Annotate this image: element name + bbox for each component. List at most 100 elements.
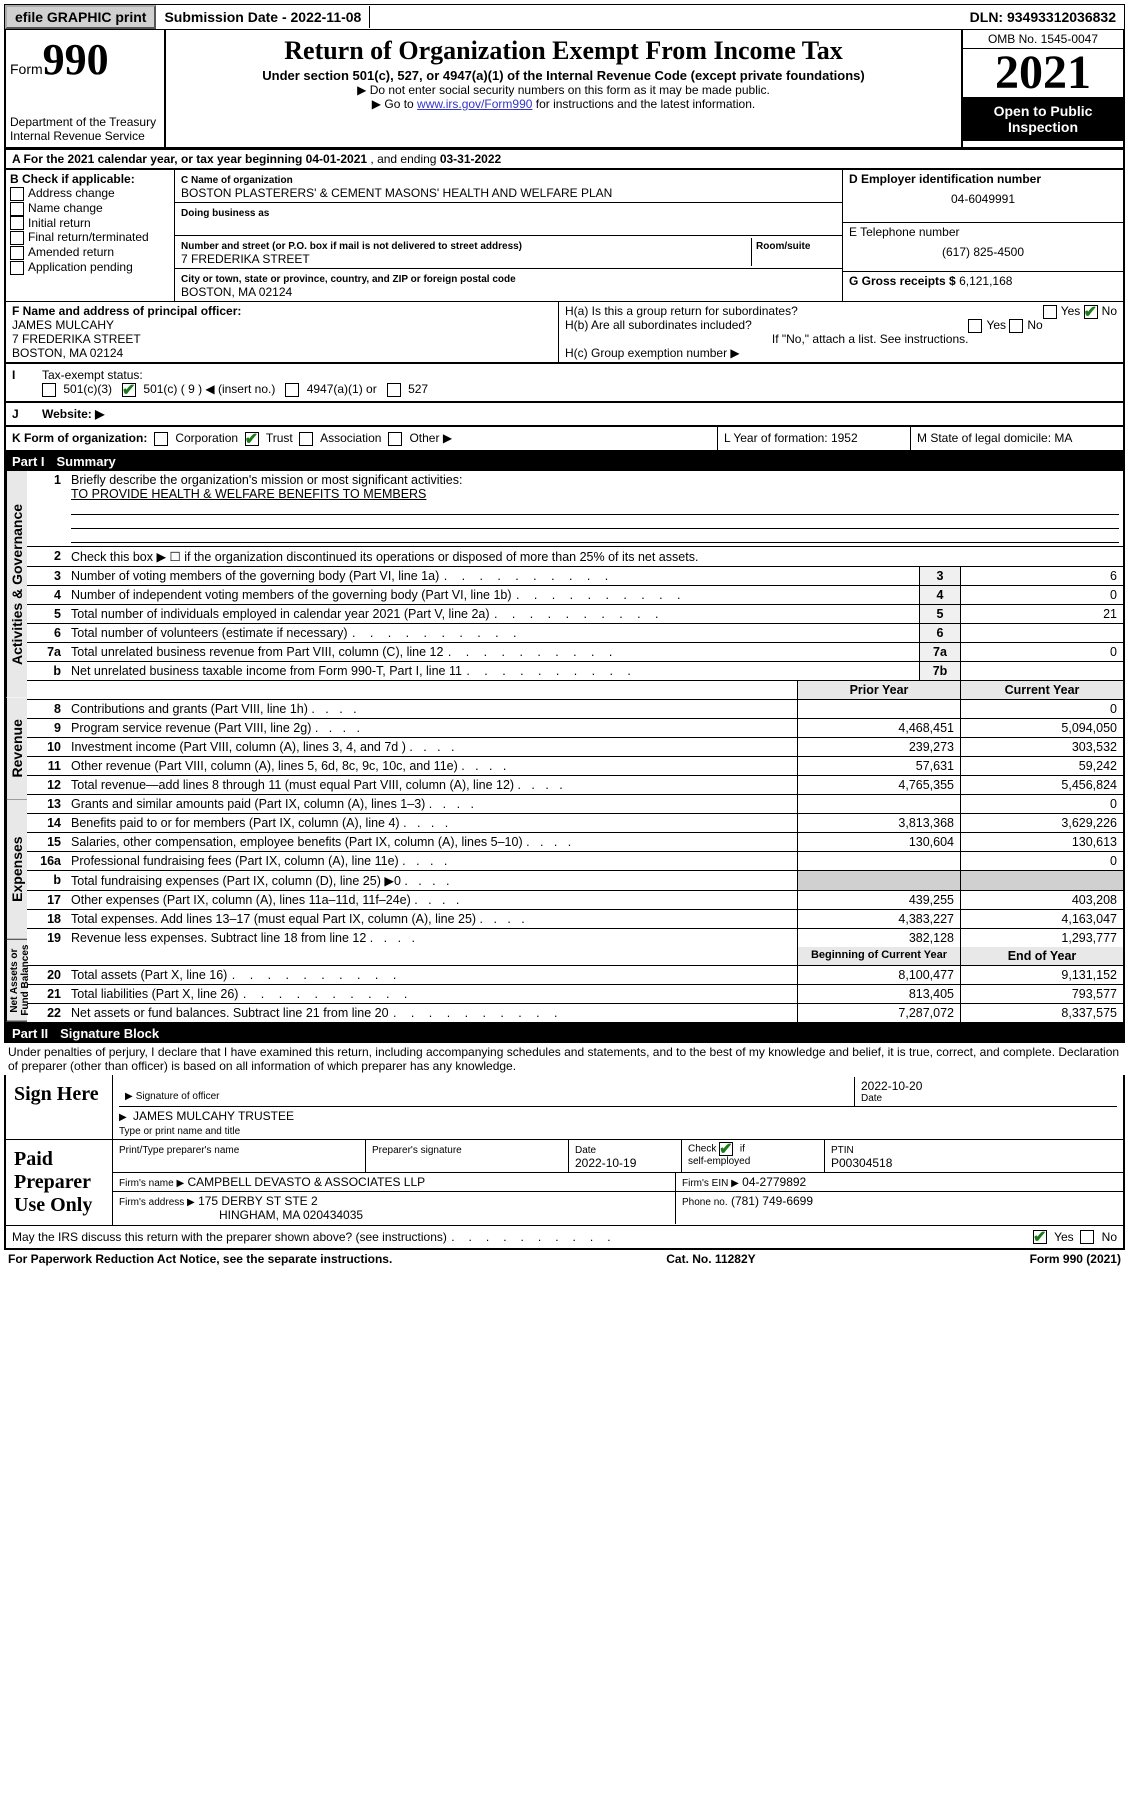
l20-beg: 8,100,477 [797, 966, 960, 984]
box-b-hdr: B Check if applicable: [10, 172, 135, 186]
l1-num: 1 [27, 471, 67, 546]
i-chk-3[interactable] [387, 383, 401, 397]
chk-initial[interactable] [10, 216, 24, 230]
l10-num: 10 [27, 738, 67, 756]
f-addr1: 7 FREDERIKA STREET [12, 332, 141, 346]
chk-address[interactable] [10, 187, 24, 201]
l21-text: Total liabilities (Part X, line 26) [67, 985, 797, 1003]
l16a-num: 16a [27, 852, 67, 870]
l20-end: 9,131,152 [960, 966, 1123, 984]
l3-text: Number of voting members of the governin… [67, 567, 919, 585]
row-a-tax-year: A For the 2021 calendar year, or tax yea… [4, 149, 1125, 170]
pp-sig-lbl: Preparer's signature [372, 1145, 462, 1156]
l15-prior: 130,604 [797, 833, 960, 851]
irs-lbl: Internal Revenue Service [10, 129, 160, 143]
firm-addr1: 175 DERBY ST STE 2 [198, 1194, 318, 1208]
f-name: JAMES MULCAHY [12, 318, 114, 332]
chk-name[interactable] [10, 202, 24, 216]
l12-cur: 5,456,824 [960, 776, 1123, 794]
l7a-val: 0 [960, 643, 1123, 661]
row-a-mid: , and ending [370, 152, 439, 166]
l15-num: 15 [27, 833, 67, 851]
firm-addr-lbl: Firm's address ▶ [119, 1197, 195, 1208]
l7a-text: Total unrelated business revenue from Pa… [67, 643, 919, 661]
discuss-no-chk[interactable] [1080, 1230, 1094, 1244]
l10-text: Investment income (Part VIII, column (A)… [67, 738, 797, 756]
l18-num: 18 [27, 910, 67, 928]
l16a-cur: 0 [960, 852, 1123, 870]
phone-val: (781) 749-6699 [731, 1194, 813, 1208]
discuss-q: May the IRS discuss this return with the… [12, 1230, 612, 1245]
chk-amended[interactable] [10, 246, 24, 260]
header-mid: Return of Organization Exempt From Incom… [166, 30, 963, 147]
hc-lbl: H(c) Group exemption number ▶ [565, 346, 1117, 360]
chk-final[interactable] [10, 231, 24, 245]
sig-date-val: 2022-10-20 [861, 1079, 1111, 1093]
footer-left: For Paperwork Reduction Act Notice, see … [8, 1252, 392, 1266]
sig-name: JAMES MULCAHY TRUSTEE [133, 1109, 294, 1123]
i-opt-0: 501(c)(3) [63, 382, 112, 396]
c-room-lbl: Room/suite [756, 241, 810, 252]
hdr-pc-num [27, 681, 67, 699]
k-opt-1: Trust [266, 431, 293, 445]
hb-no-lbl: No [1027, 318, 1042, 332]
opt-final: Final return/terminated [28, 230, 149, 244]
c-dba-lbl: Doing business as [181, 208, 269, 219]
l19-num: 19 [27, 929, 67, 947]
l1-text: Briefly describe the organization's miss… [67, 471, 1123, 546]
l8-prior [797, 700, 960, 718]
ha-lbl: H(a) Is this a group return for subordin… [565, 304, 798, 318]
l16a-text: Professional fundraising fees (Part IX, … [67, 852, 797, 870]
chk-pending[interactable] [10, 261, 24, 275]
k-chk-0[interactable] [154, 432, 168, 446]
paid-prep-lbl: Paid Preparer Use Only [6, 1140, 112, 1225]
k-opt-0: Corporation [175, 431, 238, 445]
i-chk-0[interactable] [42, 383, 56, 397]
l22-num: 22 [27, 1004, 67, 1022]
ha-yes[interactable] [1043, 305, 1057, 319]
l2-num: 2 [27, 547, 67, 566]
c-city: BOSTON, MA 02124 [181, 285, 292, 299]
row-a-end: 03-31-2022 [440, 152, 501, 166]
row-f-h: F Name and address of principal officer:… [4, 302, 1125, 364]
form-word: Form [10, 61, 43, 77]
row-k: K Form of organization: Corporation Trus… [4, 427, 1125, 452]
f-lbl: F Name and address of principal officer: [12, 304, 241, 318]
l11-num: 11 [27, 757, 67, 775]
phone-lbl: Phone no. [682, 1197, 728, 1208]
pp-check: Check ifself-employed [682, 1140, 825, 1172]
l10-prior: 239,273 [797, 738, 960, 756]
k-chk-1[interactable] [245, 432, 259, 446]
l6-text: Total number of volunteers (estimate if … [67, 624, 919, 642]
l13-prior [797, 795, 960, 813]
row-j: J Website: ▶ [4, 403, 1125, 427]
i-chk-2[interactable] [285, 383, 299, 397]
k-chk-3[interactable] [388, 432, 402, 446]
efile-btn[interactable]: efile GRAPHIC print [5, 5, 156, 29]
l13-cur: 0 [960, 795, 1123, 813]
prior-hdr: Prior Year [797, 681, 960, 699]
l13-text: Grants and similar amounts paid (Part IX… [67, 795, 797, 813]
submission-date: Submission Date - 2022-11-08 [156, 6, 370, 28]
l2-text: Check this box ▶ ☐ if the organization d… [67, 547, 1123, 566]
box-h: H(a) Is this a group return for subordin… [559, 302, 1123, 362]
ha-no[interactable] [1084, 305, 1098, 319]
j-letter: J [6, 403, 36, 425]
hb-no[interactable] [1009, 319, 1023, 333]
irs-link[interactable]: www.irs.gov/Form990 [417, 97, 532, 111]
form-number: 990 [43, 35, 109, 84]
l1-ans: TO PROVIDE HEALTH & WELFARE BENEFITS TO … [71, 487, 426, 501]
discuss-yes-chk[interactable] [1033, 1230, 1047, 1244]
opt-amended: Amended return [28, 245, 114, 259]
l8-text: Contributions and grants (Part VIII, lin… [67, 700, 797, 718]
lb-prior [797, 871, 960, 890]
ha-no-lbl: No [1102, 304, 1117, 318]
k-chk-2[interactable] [299, 432, 313, 446]
pp-self-chk[interactable] [719, 1142, 733, 1156]
k-body: K Form of organization: Corporation Trus… [6, 427, 717, 450]
box-b: B Check if applicable: Address change Na… [6, 170, 175, 301]
paid-prep-body: Print/Type preparer's name Preparer's si… [112, 1140, 1123, 1225]
i-chk-1[interactable] [122, 383, 136, 397]
l4-val: 0 [960, 586, 1123, 604]
hb-yes[interactable] [968, 319, 982, 333]
